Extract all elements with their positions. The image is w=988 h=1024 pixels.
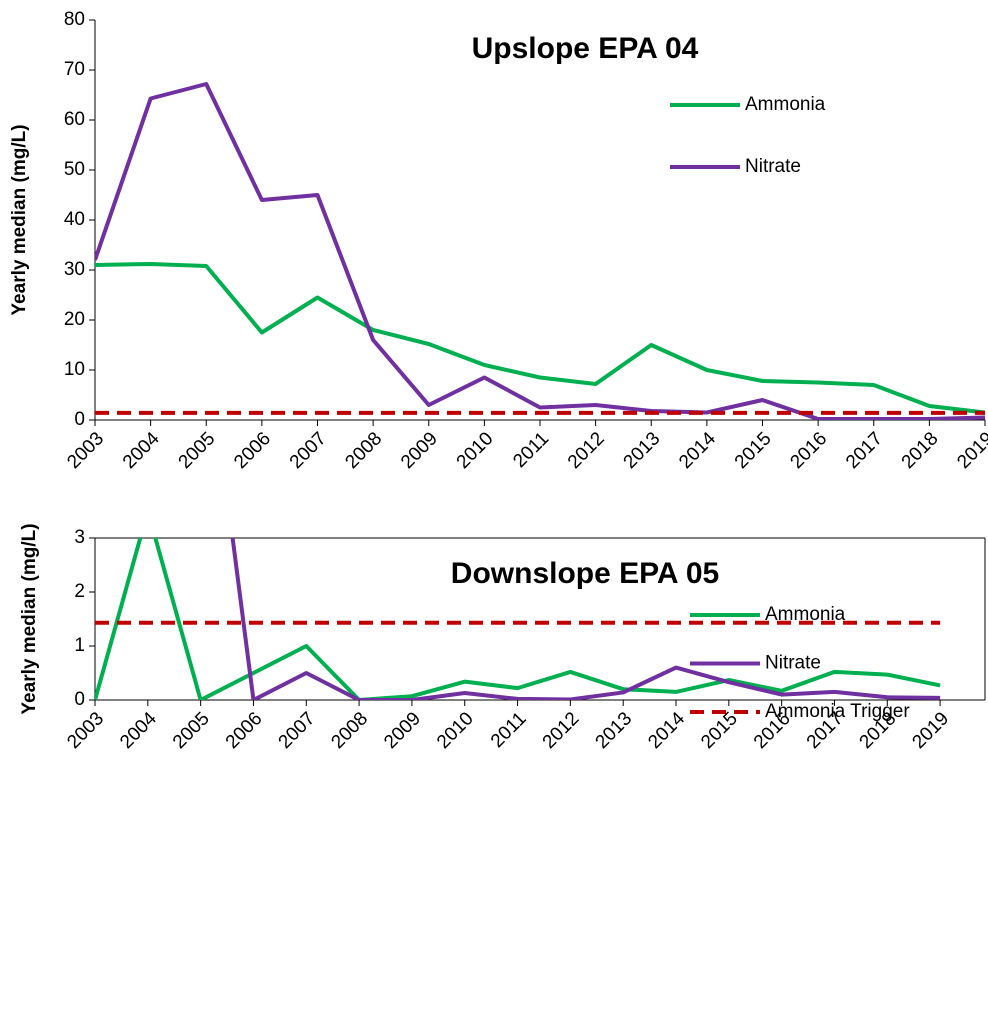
plot-area [95, 538, 941, 700]
y-tick-label: 0 [74, 689, 85, 710]
x-tick-label: 2006 [230, 428, 275, 473]
x-tick-label: 2007 [275, 708, 320, 753]
x-tick-label: 2013 [620, 428, 665, 473]
y-tick-label: 1 [74, 635, 85, 656]
series-line [95, 82, 985, 420]
y-tick-label: 3 [74, 527, 85, 548]
legend-label: Ammonia Trigger [765, 701, 910, 722]
y-tick-label: 70 [64, 59, 85, 80]
x-tick-label: 2006 [222, 708, 267, 753]
x-tick-label: 2011 [509, 428, 553, 472]
x-tick-label: 2008 [341, 428, 386, 473]
x-tick-label: 2017 [842, 428, 887, 473]
x-tick-label: 2015 [731, 428, 776, 473]
x-tick-label: 2009 [397, 428, 442, 473]
x-tick-label: 2013 [592, 708, 637, 753]
x-tick-label: 2010 [433, 708, 478, 753]
x-tick-label: 2005 [169, 708, 214, 753]
y-tick-label: 2 [74, 581, 85, 602]
series-line [230, 538, 941, 700]
chart-title: Upslope EPA 04 [472, 32, 699, 65]
series-line [95, 262, 985, 415]
y-axis-label: Yearly median (mg/L) [9, 124, 30, 315]
x-tick-label: 2008 [327, 708, 372, 753]
x-tick-label: 2010 [453, 428, 498, 473]
x-tick-label: 2003 [63, 428, 108, 473]
y-tick-label: 60 [64, 109, 85, 130]
x-tick-label: 2016 [786, 428, 831, 473]
y-axis-label: Yearly median (mg/L) [19, 523, 40, 714]
y-tick-label: 30 [64, 259, 85, 280]
y-tick-label: 80 [64, 9, 85, 30]
y-tick-label: 0 [74, 409, 85, 430]
x-tick-label: 2012 [539, 708, 584, 753]
x-tick-label: 2015 [697, 708, 742, 753]
plot-area [95, 82, 985, 420]
x-tick-label: 2003 [63, 708, 108, 753]
y-tick-label: 10 [64, 359, 85, 380]
series-line [95, 538, 941, 700]
legend-label: Nitrate [765, 653, 821, 674]
x-tick-label: 2007 [286, 428, 331, 473]
y-tick-label: 50 [64, 159, 85, 180]
x-tick-label: 2014 [675, 428, 720, 473]
chart-panel: 0 1 2 3 2003 2004 2005 2006 2007 2008 2009 2010 2011… [19, 523, 986, 753]
y-tick-label: 20 [64, 309, 85, 330]
x-tick-label: 2019 [908, 708, 953, 753]
legend-label: Ammonia [745, 94, 826, 115]
legend-label: Nitrate [745, 156, 801, 177]
x-tick-label: 2014 [644, 708, 689, 753]
x-tick-label: 2004 [119, 428, 164, 473]
y-tick-label: 40 [64, 209, 85, 230]
legend-label: Ammonia [765, 604, 846, 625]
x-tick-label: 2012 [564, 428, 609, 473]
x-tick-label: 2004 [116, 708, 161, 753]
x-tick-label: 2011 [487, 708, 531, 752]
x-tick-label: 2009 [380, 708, 425, 753]
x-tick-label: 2019 [953, 428, 988, 473]
x-tick-label: 2005 [175, 428, 220, 473]
chart-title: Downslope EPA 05 [451, 557, 719, 590]
x-tick-label: 2018 [898, 428, 943, 473]
